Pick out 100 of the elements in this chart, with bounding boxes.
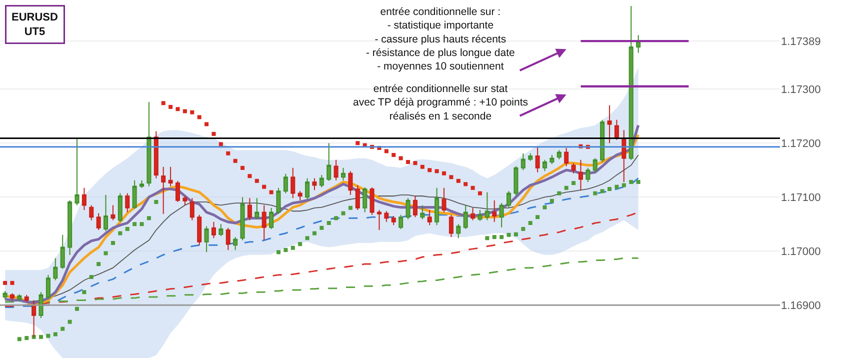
candlestick <box>154 130 158 179</box>
text: EURUSD <box>12 12 58 24</box>
candlestick <box>520 152 526 171</box>
point <box>398 156 403 160</box>
point <box>46 334 50 338</box>
point <box>572 181 576 186</box>
point <box>161 101 166 106</box>
candlestick <box>53 258 58 281</box>
candlestick <box>622 130 626 182</box>
point <box>434 169 439 174</box>
candlestick <box>10 292 14 301</box>
point <box>384 149 388 154</box>
candlestick <box>233 236 238 251</box>
candlestick <box>211 221 216 239</box>
candlestick <box>262 204 266 241</box>
candlestick <box>334 159 338 181</box>
point <box>470 186 475 190</box>
candlestick <box>2 290 8 300</box>
candlestick <box>32 300 36 338</box>
candlestick <box>305 178 310 200</box>
candlestick <box>592 158 598 173</box>
point <box>190 110 194 114</box>
point <box>428 168 432 172</box>
candlestick <box>355 184 360 211</box>
point <box>341 211 346 216</box>
point <box>154 200 158 204</box>
candlestick <box>636 34 641 54</box>
point <box>542 205 547 210</box>
point <box>89 275 94 279</box>
text: UT5 <box>24 26 46 38</box>
annotation: entrée conditionnelle sur stat avec TP déjà programmé : +10 points réalisés en 1 seconde <box>353 83 528 122</box>
candlestick <box>118 192 122 222</box>
candlestick <box>406 198 410 220</box>
point <box>290 246 295 250</box>
candlestick <box>506 190 512 208</box>
candlestick <box>571 162 576 174</box>
point <box>254 178 259 183</box>
point <box>305 236 310 240</box>
annotation: entrée conditionnelle sur : - statistique importante - cassure plus hauts récents - résistance de plus longue date - moyennes 10 soutiennent <box>366 6 516 73</box>
point <box>506 232 511 237</box>
point <box>320 226 324 230</box>
point <box>464 182 468 186</box>
point <box>622 183 626 188</box>
point <box>449 175 454 180</box>
candlestick <box>38 292 44 319</box>
candlestick <box>312 178 317 191</box>
candlestick <box>586 167 590 182</box>
point <box>406 160 410 164</box>
point <box>600 189 604 194</box>
point <box>420 164 424 169</box>
point <box>334 216 338 220</box>
point <box>276 250 280 254</box>
candlestick <box>341 167 346 181</box>
point <box>110 240 115 245</box>
candlestick <box>607 104 612 144</box>
point <box>485 236 490 240</box>
candlestick <box>104 194 108 232</box>
candlestick <box>218 224 224 236</box>
candlestick <box>290 167 296 199</box>
point <box>60 326 65 331</box>
point <box>168 104 173 109</box>
point <box>226 151 230 156</box>
point <box>528 221 532 226</box>
y-tick-label: 1.17389 <box>781 36 821 48</box>
point <box>248 174 252 178</box>
point <box>125 226 130 231</box>
candlestick <box>132 180 137 210</box>
candlestick <box>60 234 65 270</box>
point <box>500 235 504 240</box>
candlestick <box>478 210 482 222</box>
candlestick <box>226 227 230 251</box>
point <box>356 141 360 146</box>
candlestick <box>420 204 425 220</box>
point <box>10 280 14 285</box>
candlestick <box>110 204 116 221</box>
candlestick <box>125 192 130 213</box>
point <box>442 171 446 176</box>
point <box>218 142 223 146</box>
candlestick <box>391 215 396 226</box>
candlestick <box>161 166 166 214</box>
candlestick <box>550 154 554 165</box>
point <box>146 216 151 220</box>
point <box>478 191 482 196</box>
candlestick <box>283 173 288 194</box>
candlestick <box>96 212 101 231</box>
candlestick <box>89 204 94 221</box>
point <box>75 306 79 311</box>
point <box>326 221 331 226</box>
candlestick <box>190 198 194 221</box>
point <box>53 332 58 336</box>
candlestick <box>74 138 80 206</box>
candlestick <box>492 200 497 222</box>
point <box>212 132 216 136</box>
point <box>118 231 122 236</box>
point <box>3 280 8 285</box>
candlestick <box>182 196 188 206</box>
candlestick <box>370 186 374 216</box>
candlestick <box>68 200 72 256</box>
point <box>413 161 418 166</box>
candlestick <box>499 202 504 228</box>
